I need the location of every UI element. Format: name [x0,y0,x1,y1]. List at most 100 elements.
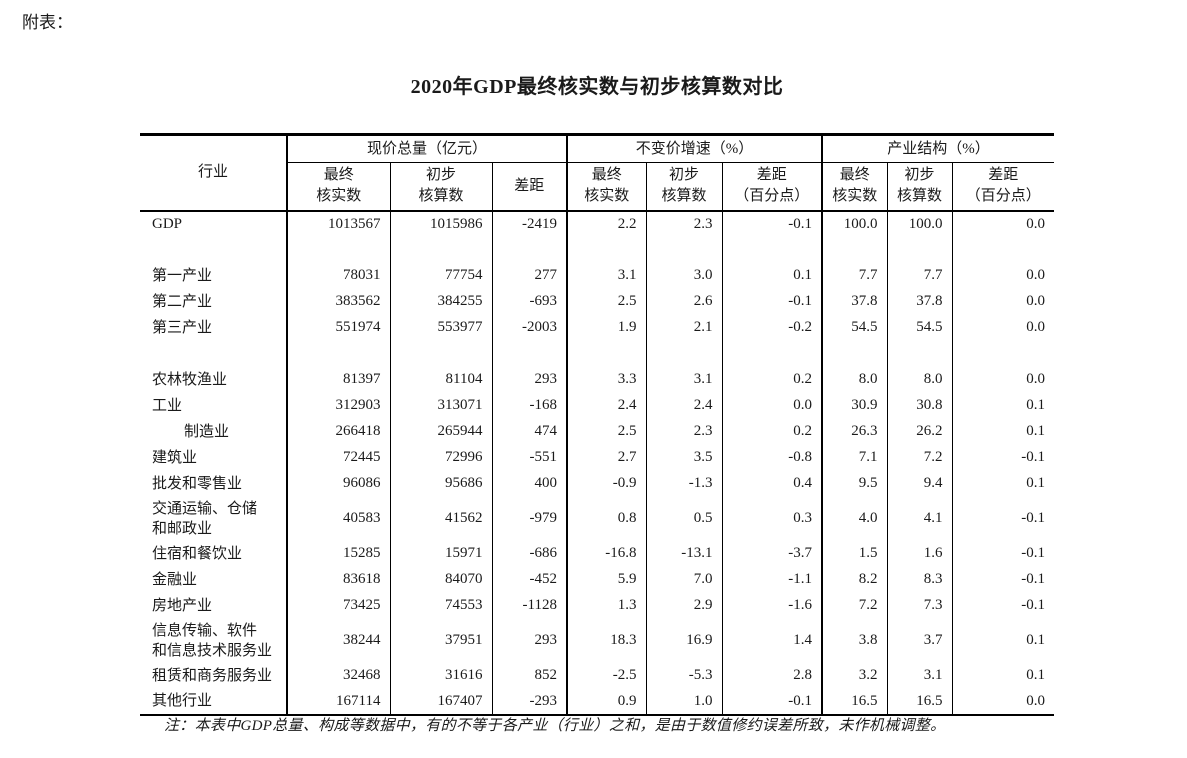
cell-value: 266418 [286,418,390,445]
cell-value: 2.3 [645,210,722,237]
cell-value: 1.6 [886,540,953,567]
cell-value: 0.2 [721,366,823,393]
row-label [140,237,287,263]
cell-value: 0.1 [951,662,1055,689]
cell-value: 95686 [389,470,492,497]
cell-value: 26.2 [886,418,953,445]
cell-value: 265944 [389,418,492,445]
cell-value: 54.5 [886,314,953,341]
cell-value [951,340,1055,367]
cell-value: 553977 [389,314,492,341]
row-label: 工业 [152,397,183,414]
table-row: 信息传输、软件 和信息技术服务业 38244 37951 293 18.3 16.9 1.4… [140,618,1055,663]
cell-value [286,236,390,263]
cell-value: 8.0 [821,366,888,393]
cell-value: 3.0 [645,262,722,289]
cell-value: 18.3 [566,618,646,663]
cell-value: 16.5 [886,688,953,715]
cell-value [389,340,492,367]
row-label: 建筑业 [152,449,198,466]
row-label: 批发和零售业 [152,475,243,492]
cell-value: 0.9 [566,688,646,715]
appendix-label: 附表： [22,13,73,32]
cell-value: 313071 [389,392,492,419]
subheader-final-verified: 最终 核实数 [821,162,888,212]
cell-value [491,340,567,367]
group-header-industrial-structure: 产业结构（%） [821,134,1055,163]
cell-value: 3.2 [821,662,888,689]
cell-value: -693 [491,288,567,315]
row-label [140,341,287,367]
cell-value: 1.5 [821,540,888,567]
cell-value: 8.0 [886,366,953,393]
subheader-preliminary: 初步 核算数 [389,162,492,212]
group-header-constant-price-growth: 不变价增速（%） [565,134,823,163]
row-label: 制造业 [184,423,230,440]
row-label: 房地产业 [152,597,213,614]
cell-value: 81397 [286,366,390,393]
cell-value: 8.2 [821,566,888,593]
table-row: 住宿和餐饮业 15285 15971 -686 -16.8 -13.1 -3.7 1.5 1.6… [140,540,1055,567]
cell-value: -2003 [491,314,567,341]
cell-value: 96086 [286,470,390,497]
cell-value: 8.3 [886,566,953,593]
spacer-row [140,236,1055,263]
cell-value: 0.1 [951,392,1055,419]
table-row: 其他行业 167114 167407 -293 0.9 1.0 -0.1 16.5 16.5 0.… [140,688,1055,715]
row-label: GDP [152,216,183,232]
cell-value: 3.7 [886,618,953,663]
cell-value: 293 [491,618,567,663]
cell-value: 37.8 [821,288,888,315]
cell-value: -168 [491,392,567,419]
cell-value: 383562 [286,288,390,315]
cell-value: 4.1 [886,496,953,541]
cell-value: -0.1 [951,444,1055,471]
cell-value: 1.9 [566,314,646,341]
cell-value: -686 [491,540,567,567]
gdp-comparison-table-container: 行业 现价总量（亿元） 不变价增速（%） 产业结构（%） 最终 核实数 初步 核… [140,133,1055,716]
cell-value: 474 [491,418,567,445]
cell-value: 9.5 [821,470,888,497]
cell-value: 0.3 [721,496,823,541]
cell-value: 0.1 [951,618,1055,663]
cell-value [491,236,567,263]
cell-value: 1013567 [286,210,390,237]
cell-value: 1.0 [645,688,722,715]
cell-value: 0.2 [721,418,823,445]
cell-value: 0.0 [951,688,1055,715]
cell-value: 2.4 [645,392,722,419]
cell-value: 54.5 [821,314,888,341]
cell-value: -0.9 [566,470,646,497]
cell-value: 0.0 [951,288,1055,315]
cell-value: 30.8 [886,392,953,419]
cell-value: 100.0 [886,210,953,237]
cell-value: 0.0 [951,314,1055,341]
group-header-current-price-total: 现价总量（亿元） [286,134,567,163]
cell-value: 7.2 [886,444,953,471]
table-row: 批发和零售业 96086 95686 400 -0.9 -1.3 0.4 9.5 9.4 0.1 [140,470,1055,497]
row-label: 信息传输、软件 和信息技术服务业 [152,622,273,659]
cell-value [389,236,492,263]
row-label: 第一产业 [152,267,213,284]
cell-value: 41562 [389,496,492,541]
cell-value: 15285 [286,540,390,567]
table-row: GDP 1013567 1015986 -2419 2.2 2.3 -0.1 100.0 100… [140,210,1055,237]
cell-value: 3.5 [645,444,722,471]
cell-value: -452 [491,566,567,593]
cell-value: -0.8 [721,444,823,471]
cell-value: 0.0 [951,210,1055,237]
row-label: 租赁和商务服务业 [152,667,273,684]
row-label: 第三产业 [152,319,213,336]
cell-value: -0.1 [721,288,823,315]
cell-value: 74553 [389,592,492,619]
cell-value: 26.3 [821,418,888,445]
cell-value: -0.2 [721,314,823,341]
cell-value: -1.3 [645,470,722,497]
column-header-industry: 行业 [140,134,287,212]
cell-value: 100.0 [821,210,888,237]
cell-value: -1.6 [721,592,823,619]
cell-value: -0.1 [721,688,823,715]
cell-value: -0.1 [951,592,1055,619]
cell-value [821,236,888,263]
cell-value: 3.1 [886,662,953,689]
